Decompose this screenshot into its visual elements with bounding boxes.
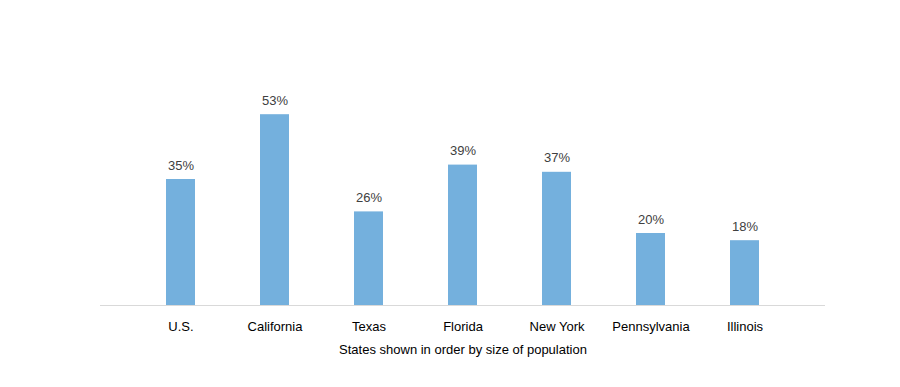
svg-text:Florida: Florida xyxy=(443,319,484,334)
svg-text:53%: 53% xyxy=(262,93,288,108)
svg-text:39%: 39% xyxy=(450,143,476,158)
svg-text:New York: New York xyxy=(530,319,585,334)
svg-text:35%: 35% xyxy=(168,158,194,173)
svg-text:Illinois: Illinois xyxy=(727,319,764,334)
svg-text:Pennsylvania: Pennsylvania xyxy=(612,319,690,334)
svg-text:U.S.: U.S. xyxy=(168,319,193,334)
svg-text:States shown in order by size: States shown in order by size of populat… xyxy=(339,342,587,357)
svg-text:California: California xyxy=(248,319,304,334)
svg-text:18%: 18% xyxy=(732,219,758,234)
svg-text:Texas: Texas xyxy=(352,319,386,334)
svg-text:26%: 26% xyxy=(356,190,382,205)
svg-text:37%: 37% xyxy=(544,150,570,165)
svg-text:20%: 20% xyxy=(638,212,664,227)
